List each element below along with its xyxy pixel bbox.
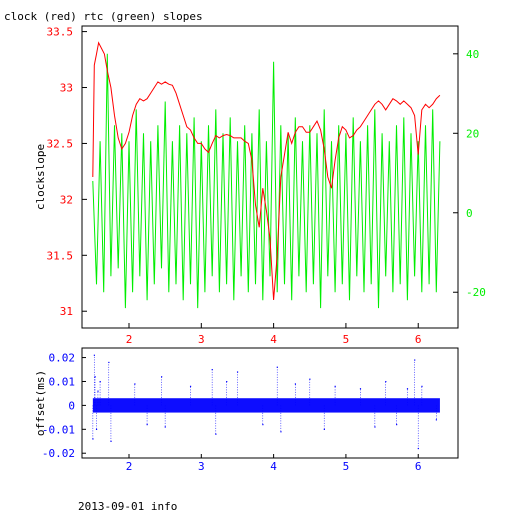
bottom-plot-frame <box>81 347 459 459</box>
bottom-y-tick-label: -0.02 <box>42 447 75 460</box>
offset-point <box>334 385 336 387</box>
offset-point <box>374 426 376 428</box>
offset-point <box>226 380 228 383</box>
top-y-axis-label: clockslope <box>34 144 47 210</box>
top-y2-tick-label: 20 <box>466 127 479 140</box>
offset-point <box>359 388 362 390</box>
offset-point <box>211 369 213 371</box>
offset-point <box>294 383 297 385</box>
offset-point <box>134 383 136 385</box>
top-x-tick-label: 4 <box>270 333 277 346</box>
offset-point <box>189 385 192 387</box>
series-line-clock <box>92 41 441 301</box>
bottom-y-tick-label: -0.01 <box>42 423 75 436</box>
offset-point <box>385 380 387 383</box>
offset-point <box>93 354 95 356</box>
top-plot-frame <box>81 25 459 329</box>
top-y-tick-label: 33 <box>60 82 73 95</box>
offset-point <box>164 426 166 428</box>
top-x-tick-label: 3 <box>198 333 205 346</box>
bottom-y-tick-label: 0.02 <box>49 352 76 365</box>
bottom-x-tick-label: 3 <box>198 460 205 473</box>
offset-point <box>236 371 239 373</box>
offset-point <box>323 428 325 431</box>
offset-point <box>406 388 409 390</box>
offset-point <box>146 424 148 426</box>
offset-point <box>92 438 94 440</box>
top-x-tick-label: 5 <box>343 333 350 346</box>
offset-point <box>99 380 101 383</box>
bottom-y-tick-label: 0.01 <box>49 375 76 388</box>
offset-point <box>94 376 96 378</box>
top-y2-tick-label: 0 <box>466 207 473 220</box>
top-x-tick-label: 2 <box>126 333 133 346</box>
bottom-x-tick-label: 5 <box>343 460 350 473</box>
top-y-tick-label: 31 <box>60 305 73 318</box>
offset-point <box>161 376 163 378</box>
top-y2-tick-label: 40 <box>466 48 479 61</box>
bottom-y-axis-label: offset(ms) <box>34 370 47 436</box>
top-panel: 2 3 4 5 6 31 31.5 32 32.5 33 33.5 -20 0 20 40 clockslop… <box>34 25 486 346</box>
bottom-x-tick-label: 2 <box>126 460 133 473</box>
top-y-tick-label: 33.5 <box>47 26 74 39</box>
offset-point <box>215 433 217 435</box>
offset-point <box>414 359 416 361</box>
offset-point <box>262 424 264 426</box>
top-y-tick-label: 32 <box>60 193 73 206</box>
offset-point <box>95 428 98 431</box>
offset-point <box>435 419 438 421</box>
top-y-tick-label: 31.5 <box>47 249 74 262</box>
offset-band <box>92 398 440 413</box>
offset-point <box>280 431 282 433</box>
offset-point <box>108 361 110 364</box>
bottom-y-tick-label: 0 <box>68 399 75 412</box>
offset-point <box>396 424 398 426</box>
offset-point <box>309 378 311 380</box>
offset-point <box>417 447 419 450</box>
offset-point <box>421 385 423 387</box>
bottom-x-tick-label: 6 <box>415 460 422 473</box>
offset-point <box>97 390 99 392</box>
chart-title: clock (red) rtc (green) slopes <box>4 10 203 23</box>
offset-point <box>110 440 112 442</box>
series-line-rtc <box>92 53 441 309</box>
top-y-tick-label: 32.5 <box>47 137 74 150</box>
offset-point <box>276 366 278 368</box>
bottom-x-tick-label: 4 <box>270 460 277 473</box>
top-y2-tick-label: -20 <box>466 286 486 299</box>
top-x-tick-label: 6 <box>415 333 422 346</box>
footer-text: 2013-09-01 info <box>78 500 177 512</box>
